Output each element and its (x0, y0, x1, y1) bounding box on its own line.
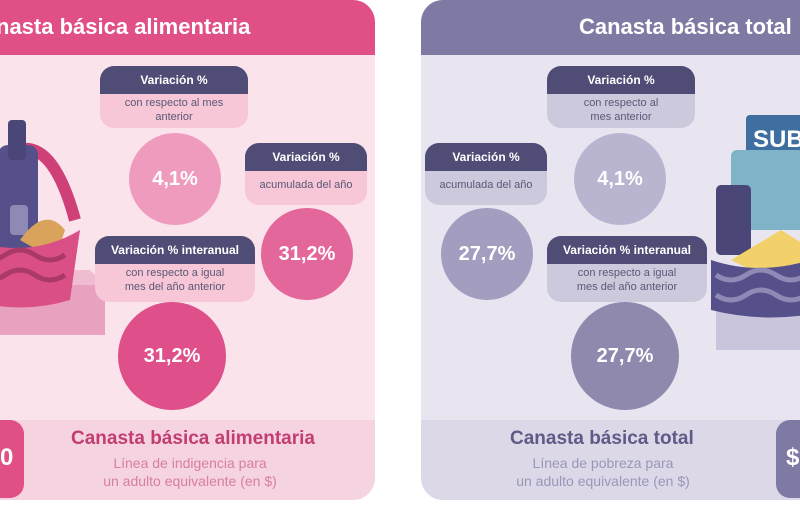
total-basket-footer-line-1: Línea de pobreza para (532, 455, 674, 471)
monthly-variation-desc: con respecto al mes anterior (124, 97, 224, 123)
total-basket-footer: Canasta básica total Línea de pobreza pa… (421, 420, 800, 500)
transit-card-text: SUB (753, 126, 800, 153)
food-basket-amount: 0 (0, 444, 14, 471)
monthly-variation-label: Variación % con respecto al mes anterior (100, 66, 248, 128)
total-basket-footer-line-2: un adulto equivalente (en $) (516, 473, 690, 489)
total-basket-footer-subtitle: Línea de pobreza para un adulto equivale… (483, 454, 723, 490)
yoy-variation-desc: con respecto a igual mes del año anterio… (124, 267, 226, 293)
food-basket-header: nasta básica alimentaria (0, 0, 375, 55)
food-basket-footer-subtitle: Línea de indigencia para un adulto equiv… (70, 454, 310, 490)
ytd-variation-title: Variación % (245, 143, 367, 171)
food-basket-footer-line-2: un adulto equivalente (en $) (103, 473, 277, 489)
total-monthly-variation-title: Variación % (547, 66, 695, 94)
food-basket-footer-title: Canasta básica alimentaria (71, 428, 315, 449)
food-basket-panel: nasta básica alimentaria Variación % con… (0, 0, 375, 500)
monthly-variation-value: 4,1% (129, 133, 221, 225)
total-ytd-variation-value: 27,7% (441, 208, 533, 300)
yoy-variation-label: Variación % interanual con respecto a ig… (95, 236, 255, 302)
total-basket-illustration: SUB (711, 115, 800, 350)
ytd-variation-label: Variación % acumulada del año (245, 143, 367, 205)
total-monthly-variation-label: Variación % con respecto al mes anterior (547, 66, 695, 128)
total-ytd-variation-title: Variación % (425, 143, 547, 171)
total-monthly-variation-value: 4,1% (574, 133, 666, 225)
total-monthly-variation-desc: con respecto al mes anterior (583, 97, 659, 123)
total-yoy-variation-label: Variación % interanual con respecto a ig… (547, 236, 707, 302)
food-basket-footer: Canasta básica alimentaria Línea de indi… (0, 420, 375, 500)
total-yoy-variation-desc: con respecto a igual mes del año anterio… (576, 267, 678, 293)
total-yoy-variation-title: Variación % interanual (547, 236, 707, 264)
total-basket-header: Canasta básica total (421, 0, 800, 55)
total-basket-amount-tab: $ (776, 420, 800, 498)
food-basket-footer-line-1: Línea de indigencia para (113, 455, 267, 471)
ytd-variation-value: 31,2% (261, 208, 353, 300)
total-basket-title: Canasta básica total (579, 14, 792, 39)
food-basket-amount-tab: 0 (0, 420, 24, 498)
food-basket-title: nasta básica alimentaria (0, 14, 251, 39)
monthly-variation-title: Variación % (100, 66, 248, 94)
food-basket-illustration (0, 120, 105, 335)
total-yoy-variation-value: 27,7% (571, 302, 679, 410)
total-basket-footer-title: Canasta básica total (510, 428, 694, 449)
total-basket-amount: $ (786, 444, 800, 471)
ytd-variation-desc: acumulada del año (259, 179, 353, 191)
yoy-variation-value: 31,2% (118, 302, 226, 410)
total-ytd-variation-label: Variación % acumulada del año (425, 143, 547, 205)
yoy-variation-title: Variación % interanual (95, 236, 255, 264)
total-ytd-variation-desc: acumulada del año (439, 179, 533, 191)
total-basket-panel: Canasta básica total Variación % con res… (421, 0, 800, 500)
